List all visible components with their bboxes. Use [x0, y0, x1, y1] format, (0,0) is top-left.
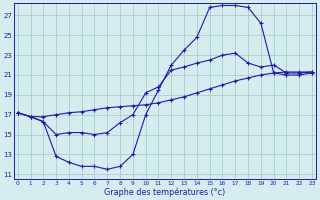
X-axis label: Graphe des températures (°c): Graphe des températures (°c): [104, 187, 226, 197]
